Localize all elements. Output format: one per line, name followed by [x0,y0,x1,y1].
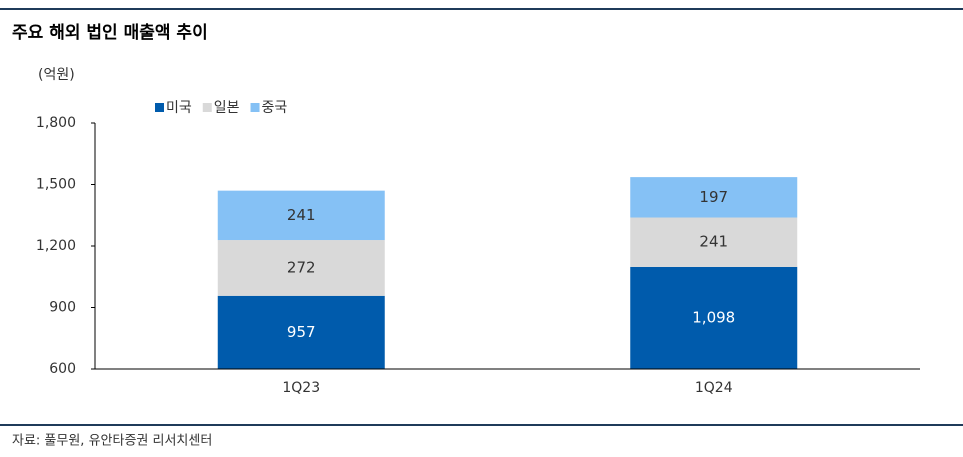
legend-swatch [250,103,260,112]
data-label: 272 [287,258,316,276]
y-tick-label: 1,800 [36,115,76,131]
bar-segment [630,217,798,267]
data-label: 957 [287,323,316,341]
y-tick-label: 900 [49,300,76,316]
legend-swatch [202,103,212,112]
legend-label: 일본 [214,100,240,116]
data-label: 1,098 [692,308,735,326]
legend-label: 미국 [166,100,192,116]
data-label: 241 [699,233,728,251]
chart-title: 주요 해외 법인 매출액 추이 [12,23,208,43]
bar-segment [630,266,798,369]
data-label: 197 [699,188,728,206]
bar-segment [630,177,798,218]
legend-label: 중국 [262,100,288,116]
legend-swatch [155,103,164,112]
bar-segment [217,190,385,241]
bar-segment [217,240,385,296]
x-tick-label: 1Q24 [695,380,733,396]
y-tick-label: 1,500 [36,177,76,193]
y-unit: (억원) [38,67,75,83]
y-tick-label: 600 [49,361,76,377]
source: 자료: 풀무원, 유안타증권 리서치센터 [12,434,212,449]
data-label: 241 [287,206,316,224]
y-tick-label: 1,200 [36,238,76,254]
bar-segment [217,295,385,369]
x-tick-label: 1Q23 [282,380,320,396]
